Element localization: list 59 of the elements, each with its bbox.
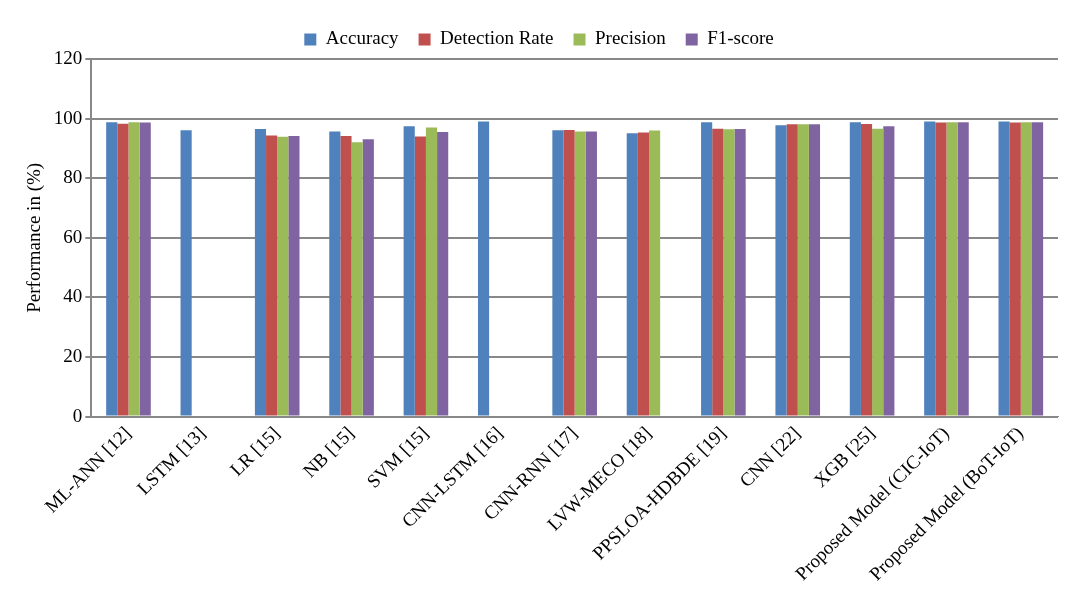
y-axis-title: Performance in (%) [23, 162, 46, 313]
bar [872, 128, 884, 416]
y-tick-label: 60 [63, 225, 83, 247]
legend-label: Detection Rate [440, 27, 554, 49]
y-tick-label: 20 [63, 344, 83, 366]
bar [734, 129, 746, 416]
bar [414, 136, 426, 416]
legend-label: Precision [595, 27, 667, 49]
bar [563, 129, 575, 416]
y-tick-label: 0 [72, 404, 83, 426]
bar [254, 129, 267, 416]
x-tick-label: NB [15] [298, 422, 358, 482]
bar [712, 128, 724, 416]
bar [329, 131, 341, 416]
bar [477, 121, 490, 416]
bar [808, 124, 821, 416]
bar [403, 126, 415, 416]
bar [552, 130, 564, 416]
bar [775, 125, 787, 416]
legend-label: Accuracy [325, 27, 400, 49]
bar [288, 135, 300, 416]
bar [1009, 122, 1021, 416]
x-tick-label: LR [15] [225, 422, 284, 480]
y-tick-label: 100 [53, 106, 83, 128]
bar [701, 122, 713, 416]
y-tick-label: 40 [63, 285, 83, 307]
bar [924, 121, 936, 416]
y-tick-label: 120 [53, 46, 83, 68]
bar [946, 122, 958, 416]
bar [585, 131, 597, 416]
bar [277, 136, 289, 416]
bar [425, 127, 438, 416]
bar [637, 132, 650, 416]
bar [998, 121, 1010, 416]
bar [266, 135, 278, 416]
bar [849, 122, 861, 416]
bar [626, 133, 638, 416]
bar [139, 122, 151, 416]
bar [106, 122, 118, 416]
bar [128, 122, 140, 416]
bar [437, 132, 449, 416]
bar [786, 124, 798, 416]
bar [723, 129, 735, 416]
bar [340, 135, 352, 416]
bar [351, 142, 363, 416]
bar [362, 139, 374, 416]
bar [860, 123, 873, 416]
bar [1020, 122, 1032, 416]
bar [883, 126, 895, 416]
y-tick-label: 80 [63, 166, 83, 188]
bar [957, 122, 969, 416]
bar [797, 124, 809, 416]
bar [117, 123, 129, 416]
bar [1031, 122, 1044, 416]
bar [180, 130, 192, 416]
bar [649, 130, 661, 416]
bar [574, 131, 586, 416]
legend-label: F1-score [707, 27, 774, 49]
bar [935, 122, 947, 416]
